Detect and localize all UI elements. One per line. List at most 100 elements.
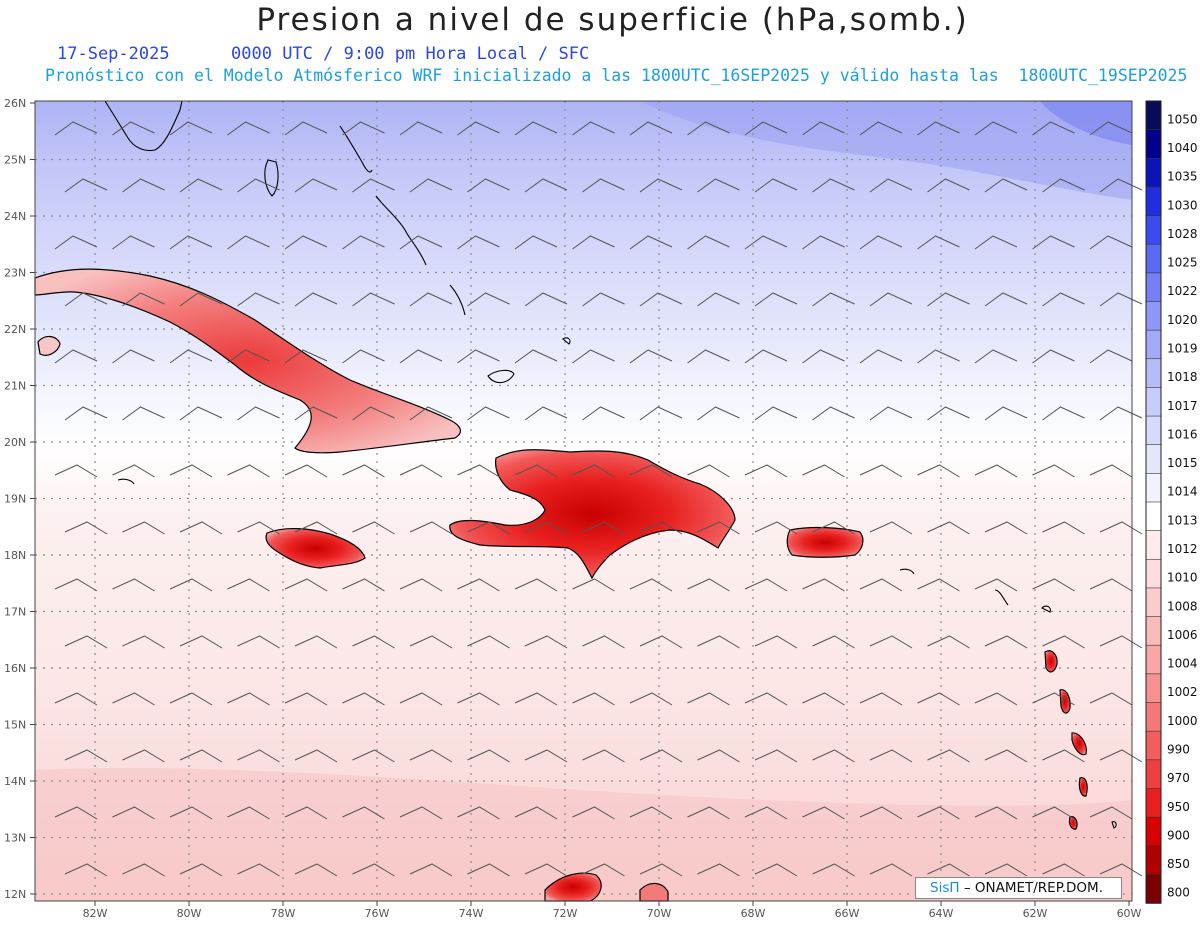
longitude-labels: 82W 80W 78W 76W 74W 72W 70W 68W 66W 64W 62W 60W (83, 901, 1142, 920)
wind-barb (352, 406, 395, 421)
wind-barb (1089, 578, 1133, 592)
wind-barb (974, 806, 1018, 820)
wind-barb (409, 178, 453, 193)
south-america-coast (544, 872, 602, 902)
wind-barb (399, 235, 443, 250)
wind-barb (582, 635, 625, 649)
colorbar-label: 1006 (1167, 628, 1198, 642)
wind-barb (54, 578, 98, 592)
wind-barb (64, 406, 108, 421)
wind-barb (514, 692, 558, 706)
lat-label: 26N (4, 97, 26, 110)
lon-label: 66W (835, 907, 860, 920)
wind-barb (1099, 749, 1143, 763)
lat-label: 23N (4, 267, 26, 280)
cuba (34, 268, 462, 454)
forecast-date: 17-Sep-2025 (57, 44, 170, 64)
wind-barb (974, 578, 1018, 592)
wind-barb (514, 464, 558, 478)
wind-barb (179, 178, 223, 193)
wind-barb (457, 235, 500, 250)
wind-barb (687, 235, 730, 250)
wind-barb (1032, 235, 1075, 250)
wind-barb (917, 578, 960, 592)
colorbar-label: 1000 (1167, 714, 1198, 728)
colorbar-label: 1015 (1167, 456, 1198, 470)
wind-barb (169, 121, 213, 136)
wind-barb (237, 749, 280, 763)
wind-barb (754, 749, 798, 763)
wind-barb (342, 806, 385, 820)
wind-barb (572, 349, 615, 364)
wind-barb (629, 121, 673, 136)
colorbar-label: 1012 (1167, 542, 1198, 556)
wind-barb (227, 464, 270, 478)
wind-barb (1032, 578, 1075, 592)
lon-label: 78W (271, 907, 296, 920)
wind-barb (687, 349, 730, 364)
wind-barb (227, 121, 270, 136)
wind-barb (169, 349, 213, 364)
colorbar-swatch (1145, 215, 1162, 246)
wind-barb (112, 121, 155, 136)
wind-barb (802, 578, 845, 592)
wind-barb (639, 635, 683, 649)
wind-barb (179, 292, 223, 307)
wind-barb (467, 178, 510, 193)
wind-barb (467, 863, 510, 877)
colorbar-label: 990 (1167, 742, 1190, 756)
andros (264, 159, 279, 197)
wind-barb (294, 178, 338, 193)
wind-barb (122, 292, 165, 307)
wind-barb (514, 349, 558, 364)
wind-barb (812, 863, 855, 877)
colorbar-label: 1017 (1167, 399, 1198, 413)
wind-barb (409, 863, 453, 877)
wind-barb (524, 863, 568, 877)
lon-label: 70W (647, 907, 672, 920)
time-label: 0000 UTC / 9:00 pm Hora Local / SFC (231, 44, 590, 64)
colorbar-label: 850 (1167, 857, 1190, 871)
wind-barb (294, 521, 338, 535)
colorbar-swatch (1145, 816, 1162, 847)
barbados (1111, 821, 1117, 829)
wind-barb (467, 635, 510, 649)
lon-label: 68W (741, 907, 766, 920)
wind-barb (1099, 178, 1143, 193)
wind-barb (1042, 521, 1085, 535)
wind-barb (352, 749, 395, 763)
lat-label: 25N (4, 154, 26, 167)
wind-barb (237, 406, 280, 421)
wind-barb (1032, 349, 1075, 364)
isla-juventud (37, 335, 61, 356)
colorbar-swatch (1145, 759, 1162, 790)
wind-barb (927, 749, 970, 763)
colorbar-swatch (1145, 616, 1162, 647)
wind-barb (457, 121, 500, 136)
valid-time-line: 17-Sep-2025 0000 UTC / 9:00 pm Hora Loca… (57, 44, 589, 64)
lon-label: 72W (553, 907, 578, 920)
wind-barb (294, 749, 338, 763)
wind-barb (237, 521, 280, 535)
wind-barb (284, 692, 328, 706)
lon-label: 76W (365, 907, 390, 920)
wind-barb (294, 863, 338, 877)
lat-label: 14N (4, 775, 26, 788)
wind-barb (917, 349, 960, 364)
wind-barb (687, 464, 730, 478)
wind-barb (409, 635, 453, 649)
wind-barb (917, 692, 960, 706)
wind-barb (629, 578, 673, 592)
colorbar-swatch (1145, 329, 1162, 360)
wind-barb (629, 349, 673, 364)
wind-barb (169, 578, 213, 592)
wind-barb (122, 406, 165, 421)
wind-barb (399, 349, 443, 364)
wind-barb (629, 235, 673, 250)
colorbar-swatch (1145, 587, 1162, 618)
wind-barb (927, 292, 970, 307)
inagua (487, 369, 515, 384)
wind-barb (1099, 292, 1143, 307)
wind-barb (812, 635, 855, 649)
